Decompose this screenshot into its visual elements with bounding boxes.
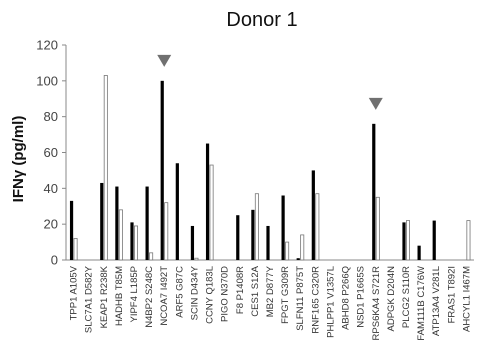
bar-series-2	[73, 238, 78, 261]
x-tick-label: N4BP2 S248C	[144, 266, 155, 328]
x-tick-label: YIPF4 L185P	[129, 266, 140, 323]
y-tick-label: 40	[44, 181, 58, 196]
x-tick-label: FPGT G309R	[280, 266, 291, 324]
bar-series-1	[311, 170, 315, 260]
x-tick-label: AHCYL1 I467M	[461, 266, 472, 332]
x-tick-label: TPP1 A105V	[69, 265, 80, 320]
x-tick-label: ABHD8 P266Q	[341, 266, 352, 330]
y-tick-label: 20	[44, 217, 58, 232]
bar-series-2	[164, 202, 169, 261]
bar-series-2	[285, 241, 290, 261]
x-tick-label: FAM111B C176W	[416, 266, 427, 341]
bar-series-1	[145, 186, 149, 260]
x-tick-label: KEAP1 R238K	[99, 265, 110, 328]
x-tick-label: ARF5 G87C	[174, 266, 185, 318]
bar-series-1	[266, 225, 270, 260]
bar-series-2	[300, 234, 305, 261]
x-tick-label: HADHB T85M	[114, 266, 125, 326]
bar-series-1	[100, 182, 104, 260]
x-tick-label: PHLPP1 V1357L	[325, 266, 336, 338]
bar-series-1	[251, 209, 255, 260]
x-tick-label: RNF165 C320R	[310, 266, 321, 334]
bar-series-2	[103, 75, 108, 261]
bar-series-1	[175, 163, 179, 260]
bar-series-2	[149, 252, 154, 261]
x-tick-label: ATP13A4 V281L	[431, 266, 442, 336]
arrowhead-marker	[157, 54, 172, 67]
y-tick-label: 80	[44, 109, 58, 124]
y-tick-label: 60	[44, 145, 58, 160]
bar-series-2	[315, 193, 320, 261]
y-axis-label: IFNγ (pg/ml)	[10, 116, 27, 203]
x-tick-label: ADPGK D204N	[386, 266, 397, 332]
bar-series-1	[160, 80, 164, 260]
y-tick-label: 0	[51, 253, 58, 268]
x-tick-label: NCOA7 I492T	[159, 266, 170, 326]
bar-series-1	[296, 258, 300, 260]
bar-series-1	[130, 222, 134, 260]
y-tick-label: 120	[36, 38, 58, 53]
bar-series-1	[115, 186, 119, 260]
bar-series-2	[133, 225, 138, 261]
x-tick-label: SCIN D434Y	[189, 265, 200, 320]
bar-series-2	[466, 220, 471, 261]
x-tick-label: NSD1 P1665S	[356, 266, 367, 328]
x-tick-label: PLCG2 S110R	[401, 266, 412, 328]
x-tick-label: FRAS1 T892I	[446, 266, 457, 323]
plot-area: 0 20 40 60 80 100 120 TPP1 A105V SLC7A1 D582Y KEA…	[36, 38, 474, 341]
x-tick-label: F8 P1408R	[235, 266, 246, 314]
x-tick-label: RPS6KA4 S721R	[371, 266, 382, 341]
y-tick-label: 100	[36, 73, 58, 88]
bar-series-2	[194, 257, 199, 261]
bar-series-2	[405, 220, 410, 261]
bar-series-2	[375, 196, 380, 261]
bar-series-1	[69, 200, 74, 260]
bar-series-1	[205, 143, 210, 260]
x-tick-label: CES1 S12A	[250, 265, 261, 316]
bar-series-1	[402, 222, 406, 260]
bar-series-2	[254, 193, 259, 261]
bar-series-2	[118, 209, 123, 261]
x-tick-label: CCNY Q183L	[205, 266, 216, 324]
bar-series-1	[417, 245, 421, 260]
bar-series-1	[372, 123, 376, 260]
bar-series-2	[209, 164, 214, 261]
bar-series-1	[190, 225, 195, 260]
x-tick-label: MB2 D877Y	[265, 265, 276, 317]
x-tick-label: PIGO N370D	[220, 266, 231, 322]
arrowhead-marker	[368, 97, 383, 110]
bar-series-1	[236, 215, 240, 260]
bar-series-1	[432, 220, 436, 260]
chart-title: Donor 1	[226, 9, 297, 31]
x-tick-label: SLFN11 P875T	[295, 266, 306, 331]
x-tick-label: SLC7A1 D582Y	[84, 265, 95, 333]
bar-series-1	[281, 195, 285, 260]
